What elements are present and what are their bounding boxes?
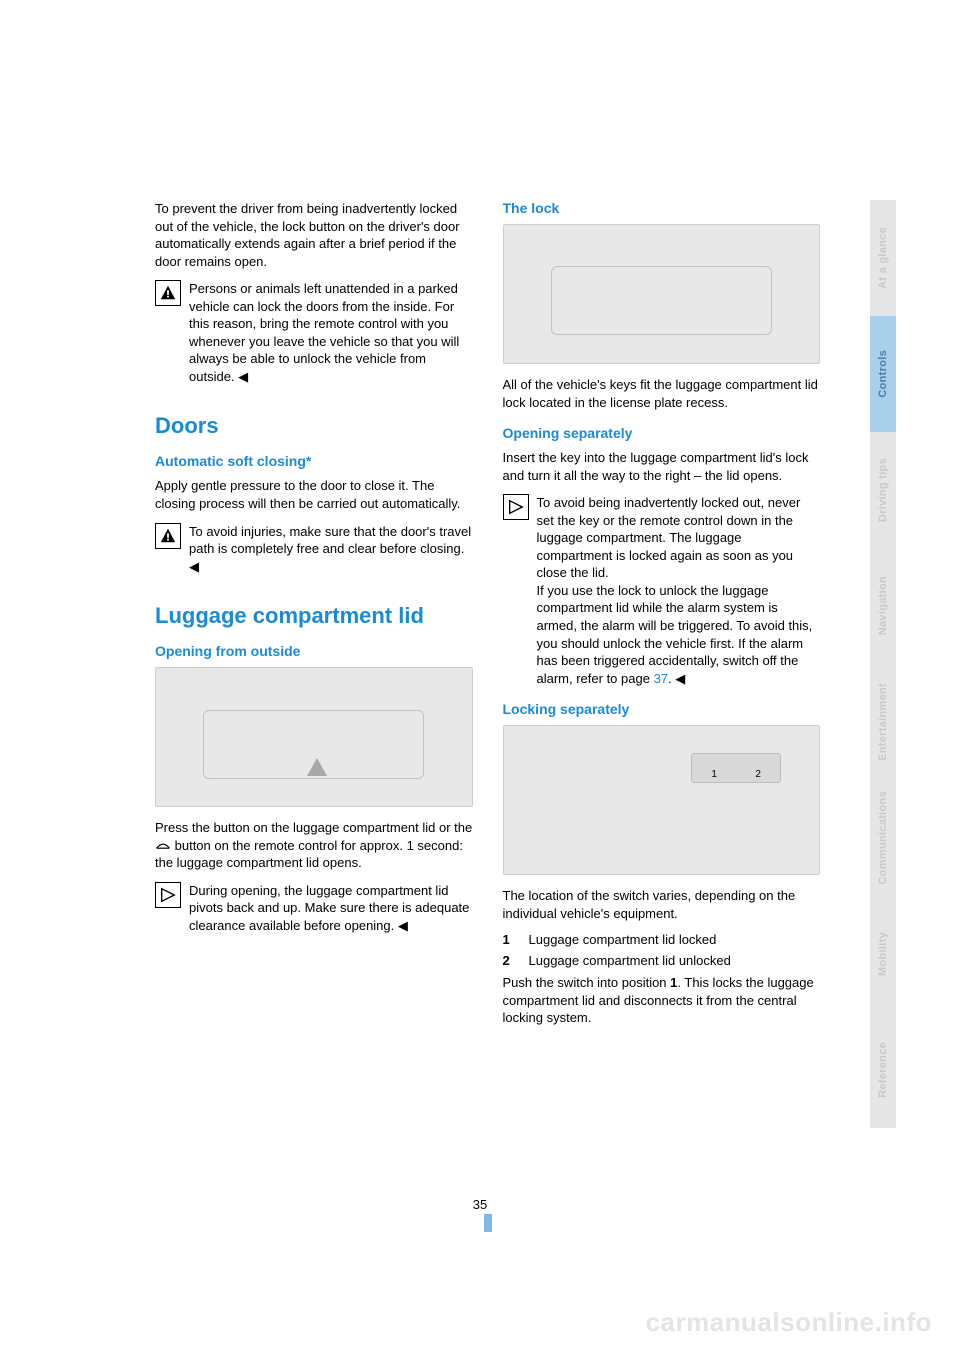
list-text: Luggage compartment lid unlocked: [529, 953, 731, 968]
tab-navigation[interactable]: Navigation: [870, 548, 896, 664]
warning-box: Persons or animals left unattended in a …: [155, 280, 473, 385]
left-column: To prevent the driver from being inadver…: [155, 200, 473, 1037]
paragraph: To prevent the driver from being inadver…: [155, 200, 473, 270]
tab-driving-tips[interactable]: Driving tips: [870, 432, 896, 548]
heading-doors: Doors: [155, 413, 473, 439]
text-part: Press the button on the luggage compartm…: [155, 820, 472, 835]
paragraph: Insert the key into the luggage compartm…: [503, 449, 821, 484]
right-column: The lock All of the vehicle's keys fit t…: [503, 200, 821, 1037]
note-box: During opening, the luggage compartment …: [155, 882, 473, 935]
warning-icon: [155, 523, 181, 549]
paragraph: All of the vehicle's keys fit the luggag…: [503, 376, 821, 411]
heading-the-lock: The lock: [503, 200, 821, 216]
note-text: To avoid being inadvertently locked out,…: [537, 494, 821, 687]
heading-opening-separately: Opening separately: [503, 425, 821, 441]
warning-box: To avoid injuries, make sure that the do…: [155, 523, 473, 576]
tab-label: Mobility: [877, 932, 889, 976]
figure-switch: 12: [503, 725, 821, 875]
note-box: To avoid being inadvertently locked out,…: [503, 494, 821, 687]
tab-label: At a glance: [877, 227, 889, 289]
tab-label: Entertainment: [877, 683, 889, 761]
tab-reference[interactable]: Reference: [870, 1012, 896, 1128]
note-icon: [155, 882, 181, 908]
page-number: 35: [473, 1197, 487, 1212]
tab-mobility[interactable]: Mobility: [870, 896, 896, 1012]
tab-label: Navigation: [877, 576, 889, 635]
tab-controls[interactable]: Controls: [870, 316, 896, 432]
paragraph: The location of the switch varies, depen…: [503, 887, 821, 922]
figure-lock: [503, 224, 821, 364]
heading-luggage: Luggage compartment lid: [155, 603, 473, 629]
arrow-up-icon: [307, 758, 327, 776]
list-number: 1: [503, 932, 515, 947]
text-part: Push the switch into position: [503, 975, 671, 990]
tab-entertainment[interactable]: Entertainment: [870, 664, 896, 780]
page-number-marker: [484, 1214, 492, 1232]
tab-at-a-glance[interactable]: At a glance: [870, 200, 896, 316]
text-part: button on the remote control for approx.…: [155, 838, 463, 871]
paragraph: Press the button on the luggage compartm…: [155, 819, 473, 872]
section-tabs: At a glance Controls Driving tips Naviga…: [870, 200, 896, 1128]
list-text: Luggage compartment lid locked: [529, 932, 717, 947]
list-item: 2 Luggage compartment lid unlocked: [503, 953, 821, 968]
heading-opening-outside: Opening from outside: [155, 643, 473, 659]
tab-label: Reference: [877, 1042, 889, 1098]
list-number: 2: [503, 953, 515, 968]
warning-text: Persons or animals left unattended in a …: [189, 280, 473, 385]
warning-text: To avoid injuries, make sure that the do…: [189, 523, 473, 576]
watermark: carmanualsonline.info: [646, 1307, 932, 1338]
page-link[interactable]: 37: [654, 671, 668, 686]
trunk-button-icon: [155, 837, 171, 855]
tab-label: Controls: [877, 350, 889, 398]
tab-communications[interactable]: Communications: [870, 780, 896, 896]
text-part: To avoid being inadvertently locked out,…: [537, 495, 801, 580]
tab-label: Driving tips: [877, 458, 889, 522]
heading-locking-separately: Locking separately: [503, 701, 821, 717]
note-text: During opening, the luggage compartment …: [189, 882, 473, 935]
figure-trunk-open: [155, 667, 473, 807]
warning-icon: [155, 280, 181, 306]
heading-soft-closing: Automatic soft closing*: [155, 453, 473, 469]
note-icon: [503, 494, 529, 520]
switch-labels: 12: [691, 753, 781, 783]
paragraph: Push the switch into position 1. This lo…: [503, 974, 821, 1027]
paragraph: Apply gentle pressure to the door to clo…: [155, 477, 473, 512]
manual-page: To prevent the driver from being inadver…: [0, 0, 960, 1358]
list-item: 1 Luggage compartment lid locked: [503, 932, 821, 947]
text-part: . ◀: [668, 671, 685, 686]
content-columns: To prevent the driver from being inadver…: [155, 200, 820, 1037]
tab-label: Communications: [877, 791, 889, 884]
